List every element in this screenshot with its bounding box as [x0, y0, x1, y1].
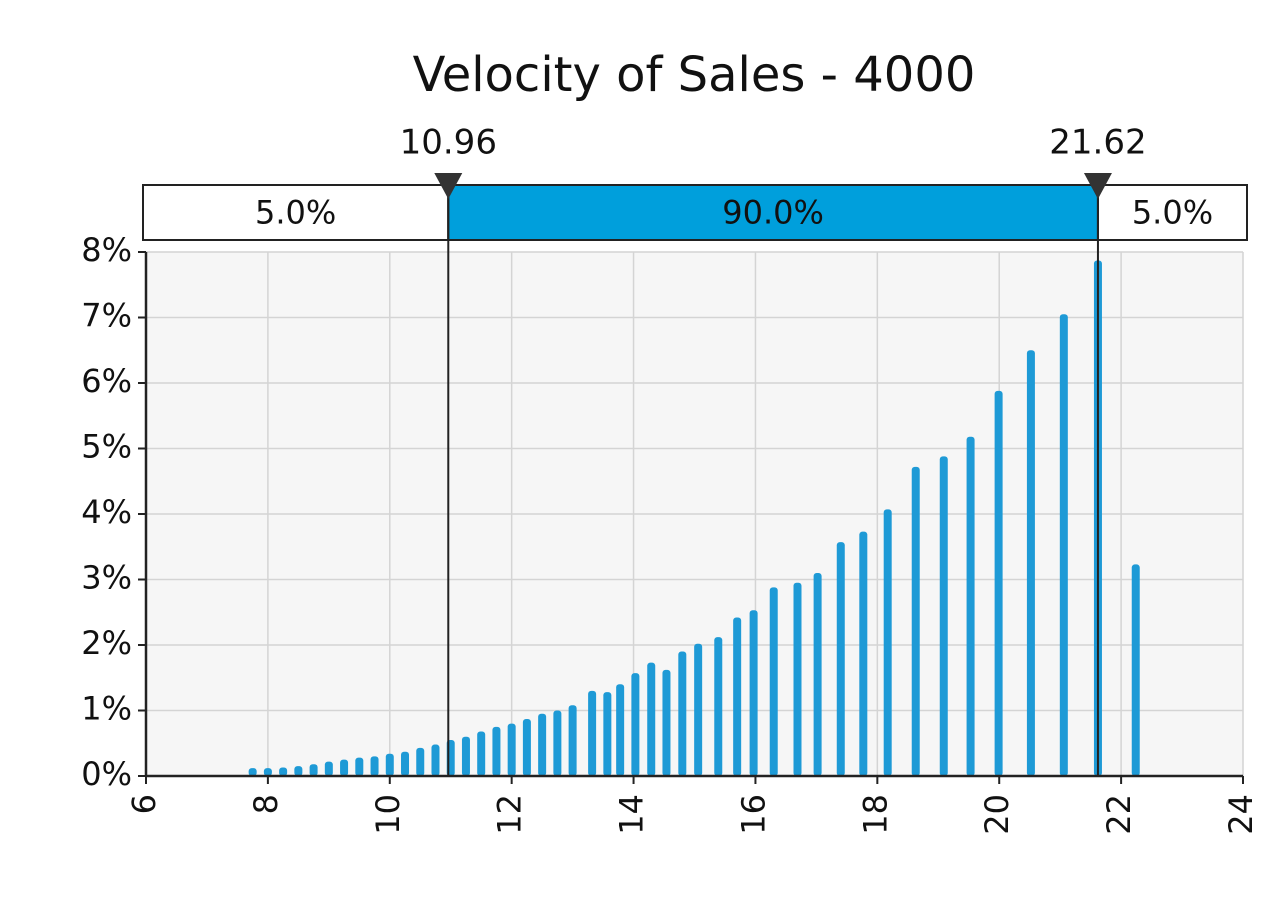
- bar: [813, 572, 822, 776]
- bar: [733, 617, 742, 776]
- bar: [416, 747, 425, 776]
- band-label: 5.0%: [255, 194, 336, 232]
- bar: [836, 542, 845, 776]
- band-label: 5.0%: [1132, 194, 1213, 232]
- bar: [385, 753, 394, 776]
- bar: [248, 768, 257, 776]
- band-segment: [1096, 184, 1249, 241]
- bar: [1059, 314, 1068, 776]
- bar: [859, 531, 868, 776]
- marker-label: 10.96: [400, 123, 497, 163]
- bar: [994, 390, 1003, 776]
- bar: [370, 756, 379, 776]
- x-tick-label: 14: [613, 794, 651, 835]
- bar: [461, 736, 470, 776]
- bar: [568, 705, 577, 776]
- bar: [401, 751, 410, 776]
- bar: [749, 610, 758, 776]
- bar: [616, 684, 625, 776]
- x-tick-label: 6: [125, 794, 163, 814]
- x-tick-label: 12: [491, 794, 529, 835]
- bar: [603, 692, 612, 776]
- bar: [507, 723, 516, 776]
- bar: [522, 719, 531, 776]
- x-tick-label: 22: [1100, 794, 1138, 835]
- x-tick-label: 24: [1222, 794, 1260, 835]
- bar: [588, 690, 597, 776]
- bar: [911, 466, 920, 776]
- bar: [1131, 564, 1140, 776]
- bar: [714, 637, 723, 776]
- x-tick-label: 20: [978, 794, 1016, 835]
- band-label: 90.0%: [722, 194, 824, 232]
- y-tick-label: 0%: [81, 755, 132, 793]
- bar: [694, 643, 703, 776]
- bar: [631, 673, 640, 776]
- marker-label: 21.62: [1049, 123, 1146, 163]
- bar: [538, 713, 547, 776]
- bar: [431, 744, 440, 776]
- bar: [553, 710, 562, 776]
- marker-triangle: [434, 173, 463, 199]
- y-tick-label: 2%: [81, 624, 132, 662]
- bar: [324, 761, 333, 776]
- bar: [309, 764, 318, 776]
- bar: [647, 662, 656, 776]
- y-tick-label: 8%: [81, 231, 132, 269]
- bar: [966, 436, 975, 776]
- bar: [769, 587, 778, 776]
- x-tick-label: 10: [369, 794, 407, 835]
- x-tick-label: 18: [856, 794, 894, 835]
- y-tick-label: 3%: [81, 559, 132, 597]
- bar: [678, 651, 687, 776]
- bar: [263, 768, 272, 776]
- y-tick-label: 7%: [81, 297, 132, 335]
- y-tick-label: 6%: [81, 362, 132, 400]
- bar: [492, 726, 501, 776]
- y-tick-label: 1%: [81, 690, 132, 728]
- band-segment: [142, 184, 450, 241]
- bar: [279, 767, 288, 776]
- bar: [939, 456, 948, 776]
- x-tick-label: 16: [734, 794, 772, 835]
- bar: [477, 731, 486, 776]
- y-tick-label: 4%: [81, 493, 132, 531]
- bar: [355, 757, 364, 776]
- marker-triangle: [1083, 173, 1112, 199]
- bar: [294, 766, 303, 776]
- bar: [793, 582, 802, 776]
- chart-title: Velocity of Sales - 4000: [413, 47, 976, 103]
- bar: [883, 509, 892, 776]
- x-tick-label: 8: [247, 794, 285, 814]
- bar: [662, 669, 671, 776]
- bar: [340, 759, 349, 776]
- bar: [1026, 350, 1035, 776]
- y-tick-label: 5%: [81, 428, 132, 466]
